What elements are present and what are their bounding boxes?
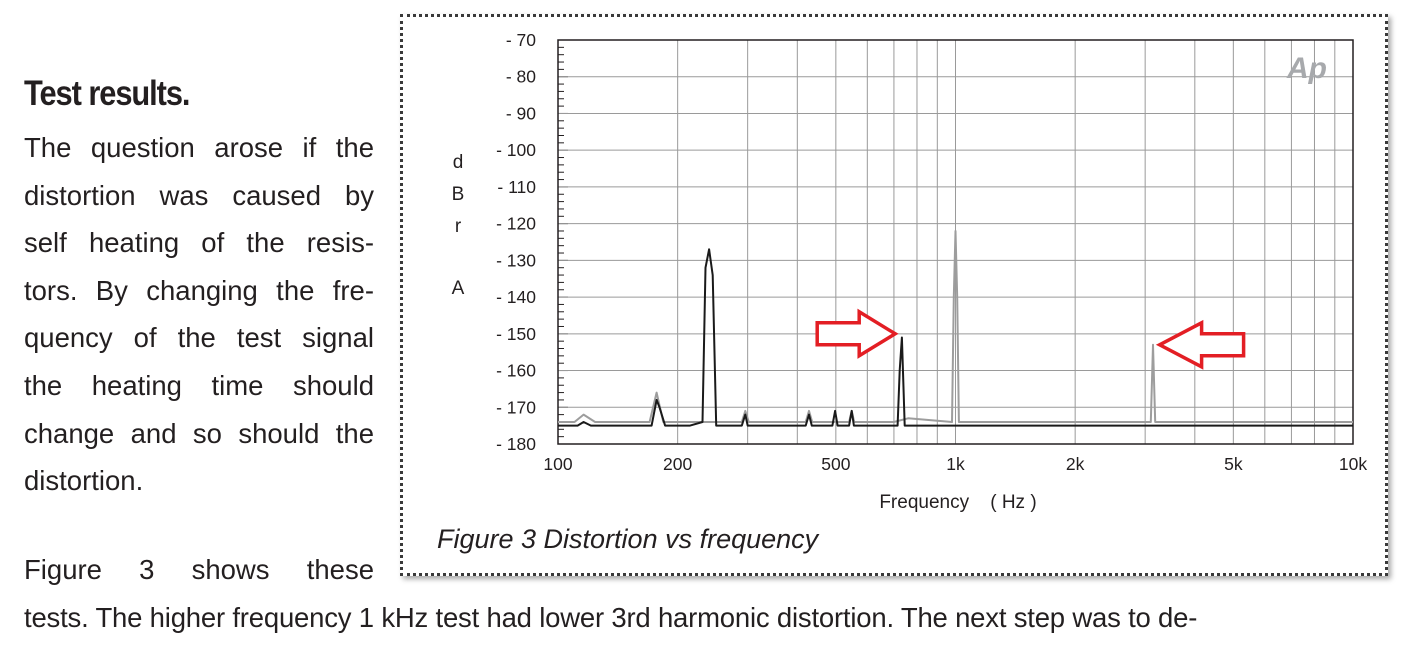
y-tick-label: - 120 — [496, 214, 536, 234]
section-heading: Test results. — [24, 74, 190, 113]
y-tick-label: - 170 — [496, 397, 536, 417]
figure-caption: Figure 3 Distortion vs frequency — [437, 524, 819, 554]
y-tick-label: - 70 — [506, 30, 536, 50]
plot-frame — [557, 39, 1354, 445]
y-tick-label: - 140 — [496, 287, 536, 307]
y-axis-label-letter: B — [452, 184, 465, 205]
x-tick-label: 1k — [946, 454, 965, 474]
article-column-text: The question arose if the distortion was… — [24, 124, 374, 505]
y-tick-label: - 90 — [506, 103, 536, 123]
x-tick-label: 10k — [1339, 454, 1367, 474]
figure-reference-line: Figure 3 shows these — [24, 554, 374, 585]
column-line: tors. By changing the fre- — [24, 274, 374, 306]
x-tick-label: 200 — [663, 454, 692, 474]
column-line: distortion. — [24, 465, 144, 497]
column-line: the heating time should — [24, 369, 374, 401]
x-tick-label: 5k — [1224, 454, 1243, 474]
column-line: The question arose if the — [24, 132, 374, 163]
y-tick-label: - 80 — [506, 67, 536, 87]
x-tick-label: 100 — [543, 454, 572, 474]
y-tick-label: - 100 — [496, 140, 536, 160]
y-axis-label-letter: d — [453, 152, 464, 173]
y-tick-label: - 160 — [496, 361, 536, 381]
y-axis-label-letter: r — [455, 216, 462, 237]
column-line: distortion was caused by — [24, 179, 374, 211]
annotation-arrow — [1155, 319, 1246, 370]
y-tick-label: - 150 — [496, 324, 536, 344]
figure-frame — [400, 14, 1388, 576]
column-line: self heating of the resis- — [24, 227, 374, 259]
y-axis-label-letter: A — [452, 278, 465, 299]
y-tick-label: - 110 — [497, 177, 536, 197]
annotation-arrow — [815, 308, 899, 359]
body-text-line: tests. The higher frequency 1 kHz test h… — [24, 602, 1198, 633]
column-line: change and so should the — [24, 417, 374, 449]
y-tick-label: - 180 — [496, 434, 536, 454]
column-line: quency of the test signal — [24, 322, 374, 354]
series-line — [558, 248, 1353, 427]
ap-logo: Ap — [1286, 52, 1327, 85]
x-tick-label: 500 — [821, 454, 850, 474]
x-axis-label: Frequency ( Hz ) — [879, 492, 1036, 513]
x-tick-label: 2k — [1066, 454, 1085, 474]
y-tick-label: - 130 — [496, 250, 536, 270]
